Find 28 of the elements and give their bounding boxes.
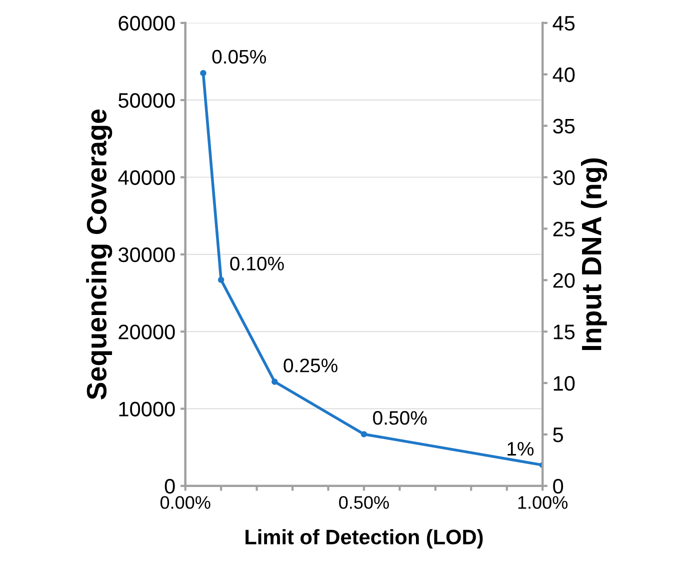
annotation: 1% bbox=[508, 442, 534, 456]
y2-axis-title: Input DNA (ng) bbox=[581, 158, 608, 350]
x-axis-title: Limit of Detection (LOD) bbox=[246, 529, 483, 549]
annotation: 0.10% bbox=[230, 256, 284, 270]
x-tick-label: 1.00% bbox=[518, 496, 568, 509]
y2-tick-label: 30 bbox=[553, 170, 575, 185]
y2-tick-label: 0 bbox=[553, 478, 564, 494]
y2-tick-label: 5 bbox=[553, 428, 564, 442]
x-tick-label: 0.50% bbox=[339, 496, 389, 509]
y-tick-label: 10000 bbox=[119, 402, 175, 416]
y-tick-label: 50000 bbox=[118, 93, 175, 108]
y2-tick-label: 35 bbox=[553, 118, 575, 134]
y-axis-title: Sequencing Coverage bbox=[86, 109, 112, 400]
y2-tick-label: 40 bbox=[552, 67, 575, 82]
y-tick-label: 20000 bbox=[118, 324, 175, 340]
y2-tick-label: 25 bbox=[553, 222, 575, 236]
y2-tick-label: 10 bbox=[554, 376, 575, 391]
y2-tick-label: 20 bbox=[553, 273, 575, 288]
y2-tick-label: 15 bbox=[554, 324, 575, 340]
y-tick-label: 0 bbox=[164, 478, 175, 494]
x-tick-label: 0.00% bbox=[160, 496, 210, 509]
annotation: 0.50% bbox=[373, 411, 427, 425]
y-tick-label: 40000 bbox=[118, 170, 175, 185]
y2-tick-label: 45 bbox=[552, 16, 575, 31]
y-tick-label: 60000 bbox=[118, 16, 175, 31]
annotation: 0.05% bbox=[212, 50, 266, 64]
y-tick-label: 30000 bbox=[118, 247, 175, 262]
annotation: 0.25% bbox=[284, 358, 338, 372]
